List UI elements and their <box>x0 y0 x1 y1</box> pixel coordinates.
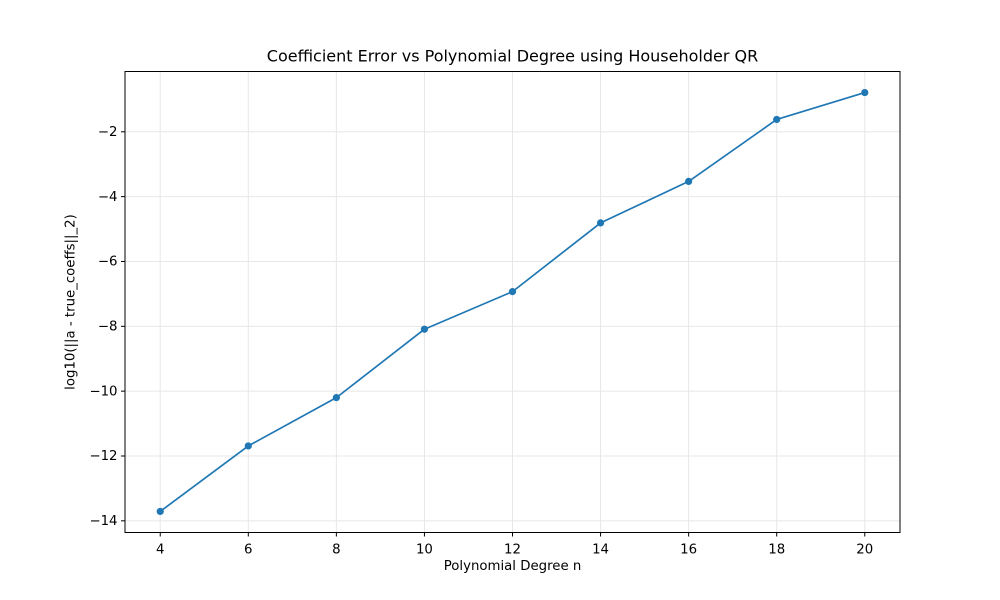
data-point <box>156 507 164 516</box>
x-tick-label: 18 <box>768 543 785 558</box>
x-tick-label: 12 <box>504 543 521 558</box>
y-tick-label: −12 <box>89 449 117 464</box>
data-point <box>861 88 869 97</box>
x-axis-label: Polynomial Degree n <box>444 559 582 574</box>
data-point <box>508 288 517 296</box>
data-point <box>596 219 605 227</box>
x-tick-label: 20 <box>856 543 873 558</box>
data-point <box>332 394 340 402</box>
x-tick-label: 10 <box>416 543 433 558</box>
chart-title: Coefficient Error vs Polynomial Degree u… <box>267 47 758 66</box>
data-point <box>773 115 781 124</box>
y-tick-label: −8 <box>98 320 118 335</box>
y-tick-label: −6 <box>98 255 118 270</box>
x-tick-label: 16 <box>680 543 697 558</box>
y-tick-label: −2 <box>98 125 118 140</box>
y-tick-label: −10 <box>89 384 117 399</box>
y-tick-label: −14 <box>89 514 117 529</box>
x-tick-label: 14 <box>592 543 609 558</box>
data-point <box>420 325 429 333</box>
x-tick-label: 8 <box>332 543 340 558</box>
data-point <box>685 177 693 186</box>
y-axis-label: log10(||a - true_coeffs||_2) <box>64 214 79 390</box>
x-tick-label: 4 <box>156 543 164 558</box>
x-tick-label: 6 <box>244 543 252 558</box>
y-tick-label: −4 <box>98 190 118 205</box>
plot-layer: 4 6 8 10 12 14 16 18 20 −2 −4 −6 −8 −10 −12 −14 <box>89 71 901 558</box>
data-point <box>244 442 252 450</box>
